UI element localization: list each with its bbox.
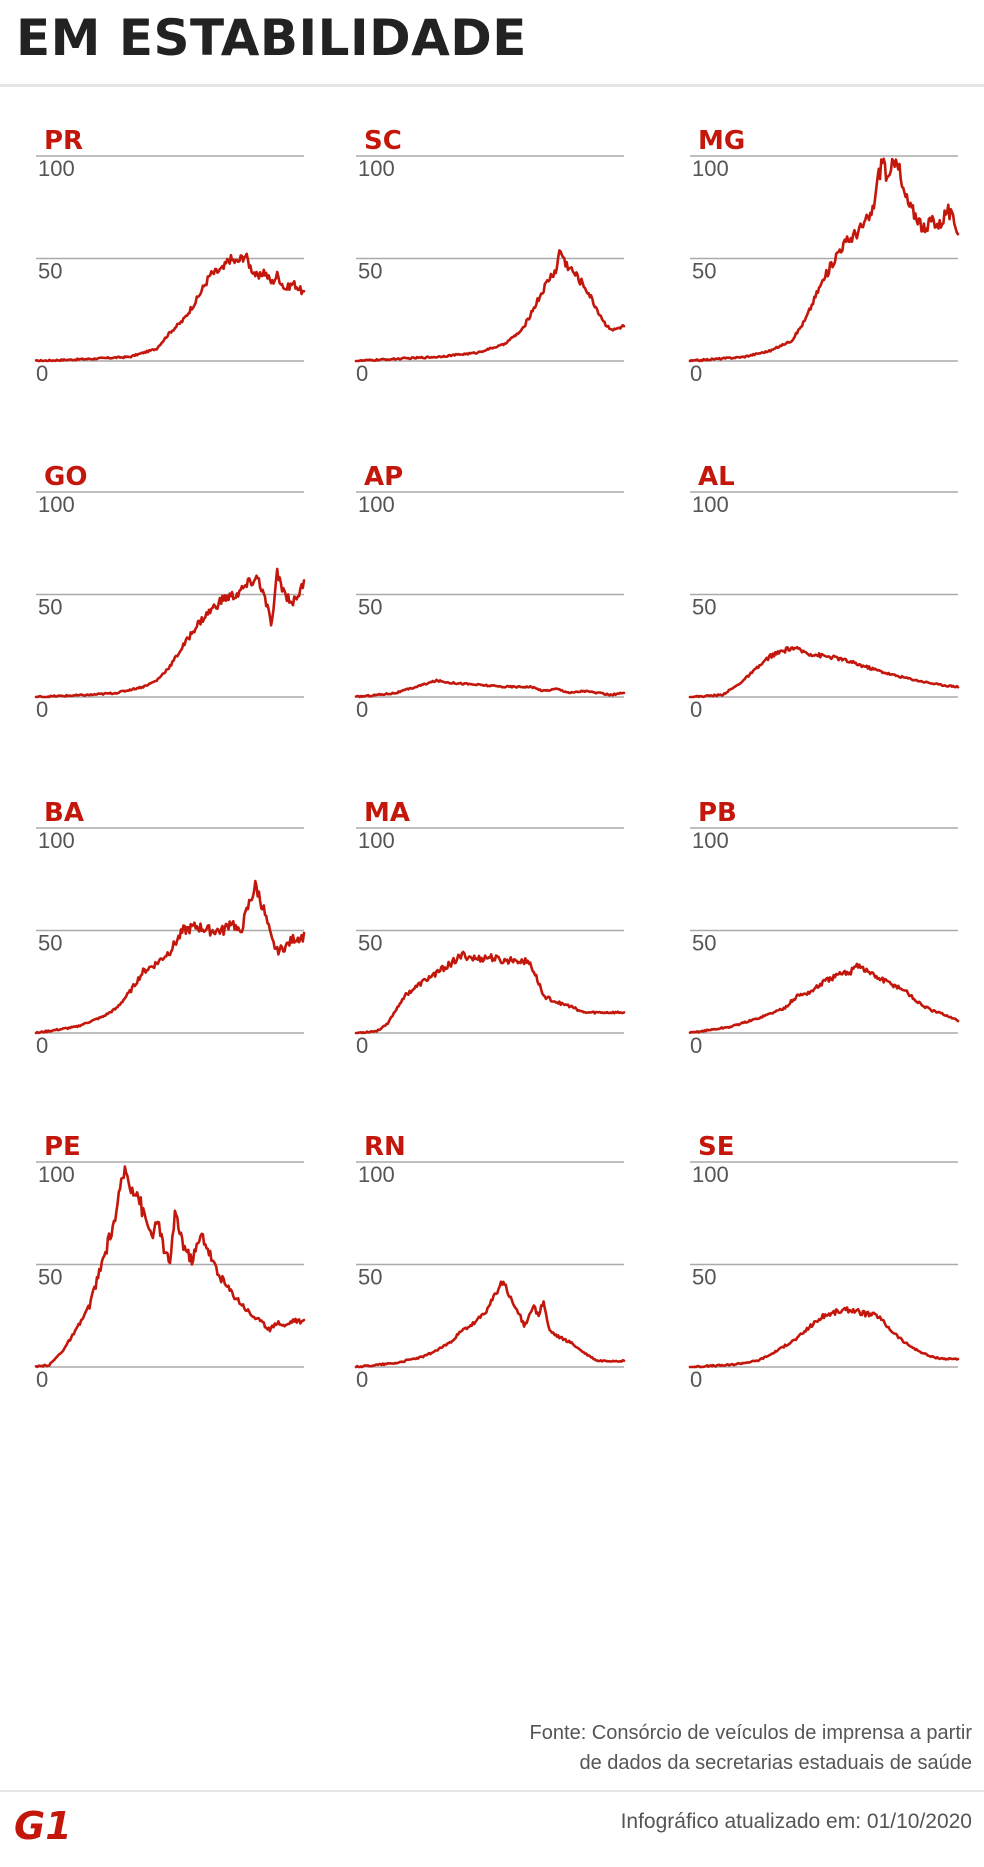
source-line-2: de dados da secretarias estaduais de saú… [579,1752,973,1774]
y-tick-label: 50 [692,1265,716,1290]
y-tick-label: 50 [38,259,62,284]
state-label: GO [44,462,88,492]
state-chart-ap: AP 100 50 0 [354,462,644,762]
y-tick-label: 100 [358,828,395,853]
state-chart-pr: PR 100 50 0 [34,126,324,426]
state-label: PR [44,126,84,156]
footer-divider [0,1790,984,1792]
y-tick-label: 100 [358,156,395,181]
y-tick-label: 0 [356,697,368,722]
source-note: Fonte: Consórcio de veículos de imprensa… [530,1718,972,1778]
y-tick-label: 0 [690,361,702,386]
state-chart-pb: PB 100 50 0 [688,798,978,1098]
state-chart-al: AL 100 50 0 [688,462,978,762]
line-chart: 100 50 0 [34,155,306,386]
y-tick-label: 0 [690,697,702,722]
state-label: PB [698,798,737,828]
y-tick-label: 0 [690,1367,702,1392]
line-chart: 100 50 0 [688,827,960,1058]
y-tick-label: 50 [38,595,62,620]
series-line [354,950,626,1035]
state-label: AP [364,462,404,492]
state-label: MA [364,798,410,828]
y-tick-label: 100 [692,156,729,181]
state-chart-pe: PE 100 50 0 [34,1132,324,1432]
series-line [688,157,960,363]
small-multiples-grid: PR 100 50 0 SC 100 50 0 MG 100 50 0 GO 100 50 0 AP 100 50 0… [34,126,978,1432]
series-line [688,1306,960,1369]
line-chart: 100 50 0 [354,155,626,386]
series-line [34,567,306,699]
state-label: AL [698,462,735,492]
page-title: EM ESTABILIDADE [16,9,527,67]
series-line [34,879,306,1035]
state-chart-mg: MG 100 50 0 [688,126,978,426]
y-tick-label: 0 [36,361,48,386]
series-line [34,1165,306,1369]
y-tick-label: 0 [36,1033,48,1058]
y-tick-label: 100 [692,1162,729,1187]
state-chart-se: SE 100 50 0 [688,1132,978,1432]
g1-logo: G1 [14,1804,72,1845]
state-label: BA [44,798,84,828]
y-tick-label: 50 [358,259,382,284]
state-label: MG [698,126,746,156]
y-tick-label: 100 [692,828,729,853]
y-tick-label: 50 [692,595,716,620]
series-line [354,678,626,699]
title-divider [0,84,984,87]
g1-logo-text: G1 [14,1804,72,1845]
series-line [354,249,626,363]
y-tick-label: 50 [692,259,716,284]
y-tick-label: 0 [690,1033,702,1058]
state-chart-rn: RN 100 50 0 [354,1132,644,1432]
series-line [354,1280,626,1369]
series-line [688,962,960,1034]
y-tick-label: 100 [358,1162,395,1187]
y-tick-label: 50 [358,931,382,956]
line-chart: 100 50 0 [688,155,960,386]
series-line [34,252,306,363]
line-chart: 100 50 0 [354,827,626,1058]
y-tick-label: 0 [356,1033,368,1058]
y-tick-label: 50 [38,1265,62,1290]
y-tick-label: 0 [36,1367,48,1392]
y-tick-label: 100 [38,828,75,853]
state-chart-sc: SC 100 50 0 [354,126,644,426]
state-label: PE [44,1132,81,1162]
line-chart: 100 50 0 [34,1161,306,1392]
state-chart-go: GO 100 50 0 [34,462,324,762]
series-line [688,645,960,699]
y-tick-label: 100 [38,156,75,181]
y-tick-label: 100 [38,1162,75,1187]
line-chart: 100 50 0 [688,491,960,722]
y-tick-label: 50 [692,931,716,956]
state-chart-ba: BA 100 50 0 [34,798,324,1098]
updated-date: Infográfico atualizado em: 01/10/2020 [620,1810,972,1833]
y-tick-label: 100 [692,492,729,517]
state-label: RN [364,1132,406,1162]
state-label: SE [698,1132,735,1162]
y-tick-label: 0 [356,1367,368,1392]
line-chart: 100 50 0 [34,491,306,722]
state-label: SC [364,126,402,156]
line-chart: 100 50 0 [34,827,306,1058]
y-tick-label: 0 [356,361,368,386]
y-tick-label: 100 [38,492,75,517]
y-tick-label: 100 [358,492,395,517]
line-chart: 100 50 0 [354,491,626,722]
source-line-1: Fonte: Consórcio de veículos de imprensa… [529,1722,972,1744]
y-tick-label: 50 [358,595,382,620]
y-tick-label: 50 [358,1265,382,1290]
state-chart-ma: MA 100 50 0 [354,798,644,1098]
y-tick-label: 0 [36,697,48,722]
line-chart: 100 50 0 [688,1161,960,1392]
y-tick-label: 50 [38,931,62,956]
line-chart: 100 50 0 [354,1161,626,1392]
